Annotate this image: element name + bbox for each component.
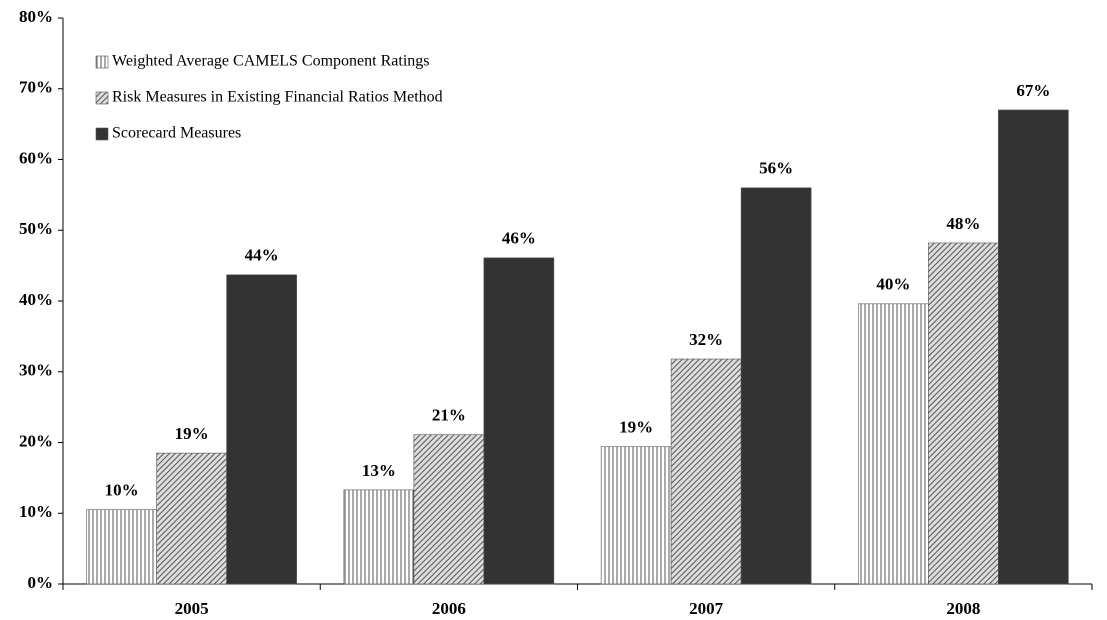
- bar: [483, 257, 555, 585]
- bar: [86, 509, 157, 585]
- y-tick-label: 60%: [19, 148, 53, 167]
- x-tick-label: 2007: [689, 599, 724, 618]
- data-label: 19%: [175, 424, 209, 443]
- bar: [600, 446, 672, 585]
- data-label: 48%: [946, 214, 980, 233]
- y-tick-label: 70%: [19, 78, 53, 97]
- bar: [226, 274, 297, 585]
- legend-swatch: [95, 91, 109, 105]
- bar: [998, 109, 1069, 585]
- bar: [156, 452, 227, 585]
- legend-label: Scorecard Measures: [112, 125, 241, 142]
- legend-swatch: [95, 127, 109, 141]
- x-tick-label: 2005: [175, 599, 209, 618]
- data-label: 13%: [362, 461, 396, 480]
- data-label: 46%: [502, 229, 536, 248]
- y-tick-label: 40%: [19, 290, 53, 309]
- y-tick-label: 0%: [28, 573, 54, 592]
- bar: [413, 434, 485, 585]
- data-label: 56%: [759, 159, 793, 178]
- y-tick-label: 80%: [19, 7, 53, 26]
- data-label: 19%: [619, 418, 653, 437]
- data-label: 21%: [432, 406, 466, 425]
- y-tick-label: 20%: [19, 431, 53, 450]
- x-tick-label: 2008: [946, 599, 980, 618]
- y-tick-label: 30%: [19, 361, 53, 380]
- bar: [858, 303, 929, 585]
- y-tick-label: 10%: [19, 502, 53, 521]
- y-tick-label: 50%: [19, 219, 53, 238]
- data-label: 40%: [876, 275, 910, 294]
- bar: [343, 489, 415, 585]
- legend-label: Risk Measures in Existing Financial Rati…: [112, 89, 443, 106]
- data-label: 10%: [105, 481, 139, 500]
- bar: [670, 358, 742, 585]
- data-label: 44%: [245, 246, 279, 265]
- bar: [740, 187, 812, 585]
- data-label: 32%: [689, 330, 723, 349]
- bar: [928, 242, 999, 585]
- legend-swatch: [95, 55, 109, 69]
- legend-label: Weighted Average CAMELS Component Rating…: [112, 53, 429, 70]
- x-tick-label: 2006: [432, 599, 466, 618]
- data-label: 67%: [1016, 81, 1050, 100]
